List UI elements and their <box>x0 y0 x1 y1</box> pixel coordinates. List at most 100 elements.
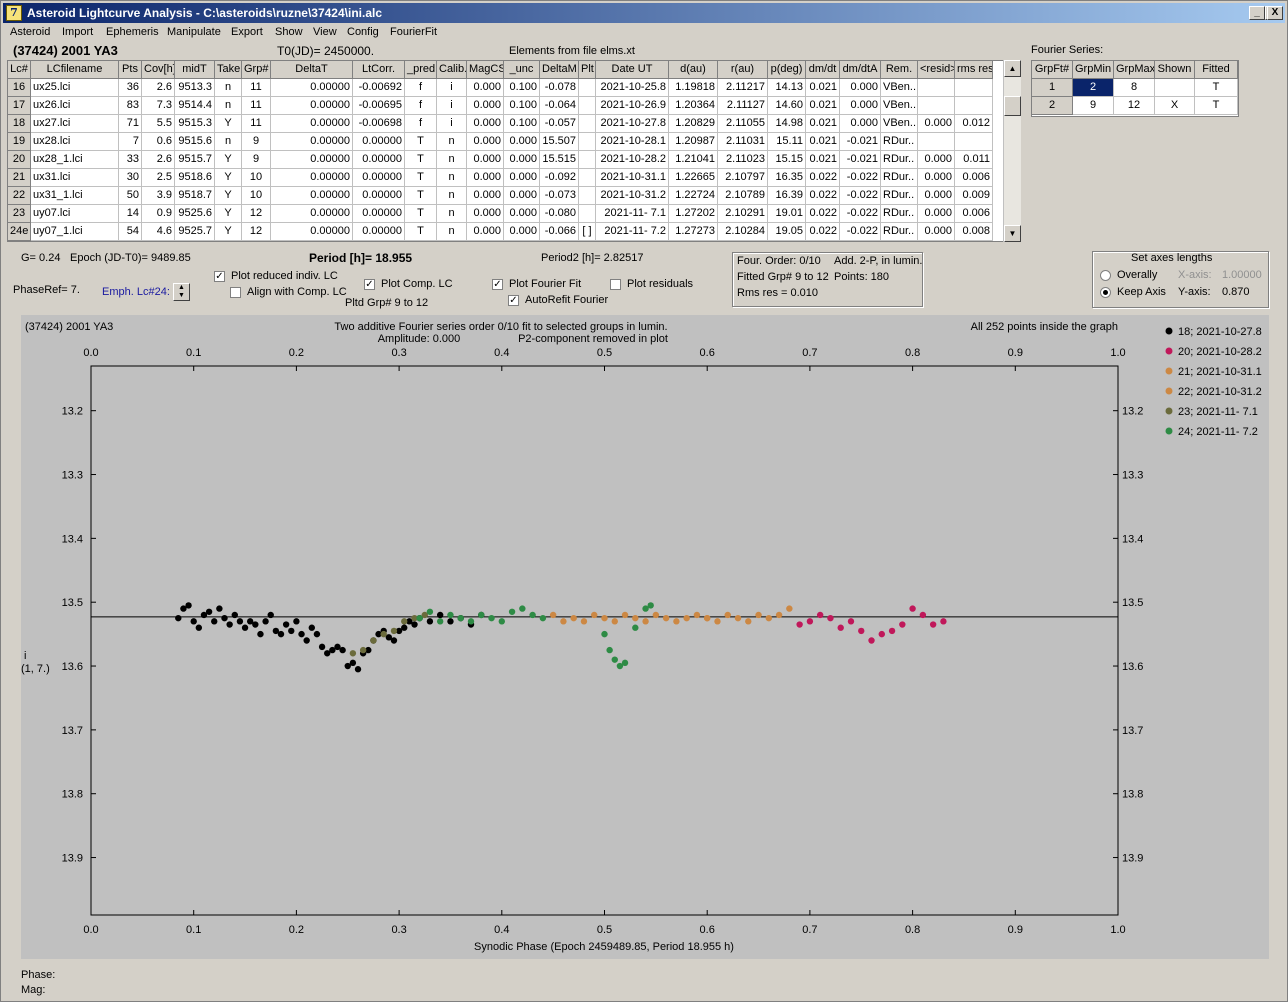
overally-radio[interactable] <box>1100 270 1111 281</box>
table-cell[interactable] <box>579 169 596 187</box>
table-cell[interactable]: 14.13 <box>768 79 806 97</box>
table-cell[interactable]: [ ] <box>579 223 596 241</box>
column-header[interactable]: LCfilename <box>31 61 119 79</box>
table-cell[interactable]: n <box>437 187 467 205</box>
menu-ephemeris[interactable]: Ephemeris <box>106 26 159 38</box>
table-cell[interactable]: 0.000 <box>840 97 881 115</box>
column-header[interactable]: p(deg) <box>768 61 806 79</box>
column-header[interactable]: LtCorr. <box>353 61 405 79</box>
table-cell[interactable]: 0.00000 <box>271 223 353 241</box>
table-cell[interactable]: 0.009 <box>955 187 993 205</box>
table-cell[interactable]: 0.000 <box>840 115 881 133</box>
table-cell[interactable]: 0.00000 <box>353 151 405 169</box>
table-cell[interactable]: 1.20987 <box>669 133 718 151</box>
table-cell[interactable]: 10 <box>242 169 271 187</box>
table-cell[interactable]: n <box>437 169 467 187</box>
table-cell[interactable]: n <box>215 97 242 115</box>
table-cell[interactable]: 0.000 <box>504 133 540 151</box>
table-cell[interactable] <box>579 151 596 169</box>
table-cell[interactable] <box>579 115 596 133</box>
column-header[interactable]: Grp# <box>242 61 271 79</box>
column-header[interactable]: MagCS <box>467 61 504 79</box>
table-cell[interactable]: 0.00000 <box>271 97 353 115</box>
table-cell[interactable]: Y <box>215 151 242 169</box>
table-cell[interactable]: 2.10789 <box>718 187 768 205</box>
table-cell[interactable]: 0.00000 <box>271 151 353 169</box>
table-cell[interactable]: 2021-10-26.9 <box>596 97 669 115</box>
table-cell[interactable]: 9515.7 <box>175 151 215 169</box>
table-cell[interactable]: 0.000 <box>467 151 504 169</box>
table-cell[interactable]: -0.00698 <box>353 115 405 133</box>
table-cell[interactable]: 0.100 <box>504 79 540 97</box>
plot-residuals-checkbox[interactable] <box>610 279 621 290</box>
table-cell[interactable]: VBen.. <box>881 97 918 115</box>
table-cell[interactable]: 16.35 <box>768 169 806 187</box>
table-cell[interactable]: 2.6 <box>142 79 175 97</box>
table-cell[interactable]: i <box>437 115 467 133</box>
table-cell[interactable]: 0.000 <box>918 115 955 133</box>
table-cell[interactable]: 3.9 <box>142 187 175 205</box>
fourier-cell[interactable]: 12 <box>1114 97 1155 115</box>
menu-config[interactable]: Config <box>347 26 379 38</box>
table-cell[interactable]: 11 <box>242 115 271 133</box>
table-cell[interactable]: f <box>405 79 437 97</box>
column-header[interactable]: Plt <box>579 61 596 79</box>
column-header[interactable]: <resid> <box>918 61 955 79</box>
table-cell[interactable]: 2.10284 <box>718 223 768 241</box>
column-header[interactable]: rms res <box>955 61 993 79</box>
table-cell[interactable]: 0.000 <box>504 223 540 241</box>
table-cell[interactable]: 9525.7 <box>175 223 215 241</box>
fourier-cell[interactable]: 8 <box>1114 79 1155 97</box>
table-cell[interactable]: RDur.. <box>881 205 918 223</box>
period2-value[interactable]: Period2 [h]= 2.82517 <box>541 252 644 264</box>
table-cell[interactable]: ux28_1.lci <box>31 151 119 169</box>
table-cell[interactable]: Y <box>215 115 242 133</box>
column-header[interactable]: midT <box>175 61 215 79</box>
table-cell[interactable]: 0.000 <box>918 169 955 187</box>
column-header[interactable]: Rem. <box>881 61 918 79</box>
table-cell[interactable]: 0.000 <box>918 187 955 205</box>
table-cell[interactable]: 83 <box>119 97 142 115</box>
table-cell[interactable]: 7 <box>119 133 142 151</box>
table-cell[interactable]: -0.022 <box>840 223 881 241</box>
fourier-cell[interactable] <box>1155 79 1195 97</box>
table-cell[interactable]: Y <box>215 169 242 187</box>
table-cell[interactable] <box>955 79 993 97</box>
column-header[interactable]: dm/dt <box>806 61 840 79</box>
table-cell[interactable]: 0.021 <box>806 79 840 97</box>
table-cell[interactable]: -0.073 <box>540 187 579 205</box>
table-cell[interactable]: 0.00000 <box>271 187 353 205</box>
table-cell[interactable]: uy07.lci <box>31 205 119 223</box>
table-cell[interactable]: RDur.. <box>881 223 918 241</box>
table-cell[interactable]: 0.000 <box>504 169 540 187</box>
table-cell[interactable]: 0.000 <box>467 187 504 205</box>
column-header[interactable]: Lc# <box>8 61 31 79</box>
table-cell[interactable]: 0.000 <box>918 223 955 241</box>
column-header[interactable]: Date UT <box>596 61 669 79</box>
row-number[interactable]: 24e <box>8 223 31 241</box>
table-cell[interactable]: VBen.. <box>881 79 918 97</box>
table-cell[interactable]: 2021-10-25.8 <box>596 79 669 97</box>
table-cell[interactable]: 2021-10-28.2 <box>596 151 669 169</box>
table-cell[interactable]: 0.021 <box>806 151 840 169</box>
menu-show[interactable]: Show <box>275 26 303 38</box>
table-cell[interactable] <box>918 133 955 151</box>
table-cell[interactable]: 19.01 <box>768 205 806 223</box>
column-header[interactable]: Cov[h] <box>142 61 175 79</box>
period-value[interactable]: Period [h]= 18.955 <box>309 251 413 265</box>
table-cell[interactable] <box>955 97 993 115</box>
row-number[interactable]: 19 <box>8 133 31 151</box>
table-cell[interactable]: 0.022 <box>806 223 840 241</box>
table-cell[interactable]: 9515.6 <box>175 133 215 151</box>
row-number[interactable]: 20 <box>8 151 31 169</box>
row-number[interactable]: 18 <box>8 115 31 133</box>
fourier-row-number[interactable]: 2 <box>1032 97 1073 115</box>
table-cell[interactable]: 9 <box>242 151 271 169</box>
fourier-cell[interactable]: X <box>1155 97 1195 115</box>
table-cell[interactable]: RDur.. <box>881 187 918 205</box>
fourier-column-header[interactable]: GrpMin <box>1073 61 1114 79</box>
table-cell[interactable]: -0.022 <box>840 187 881 205</box>
table-cell[interactable]: -0.022 <box>840 205 881 223</box>
table-cell[interactable]: 54 <box>119 223 142 241</box>
table-cell[interactable]: 2.10797 <box>718 169 768 187</box>
